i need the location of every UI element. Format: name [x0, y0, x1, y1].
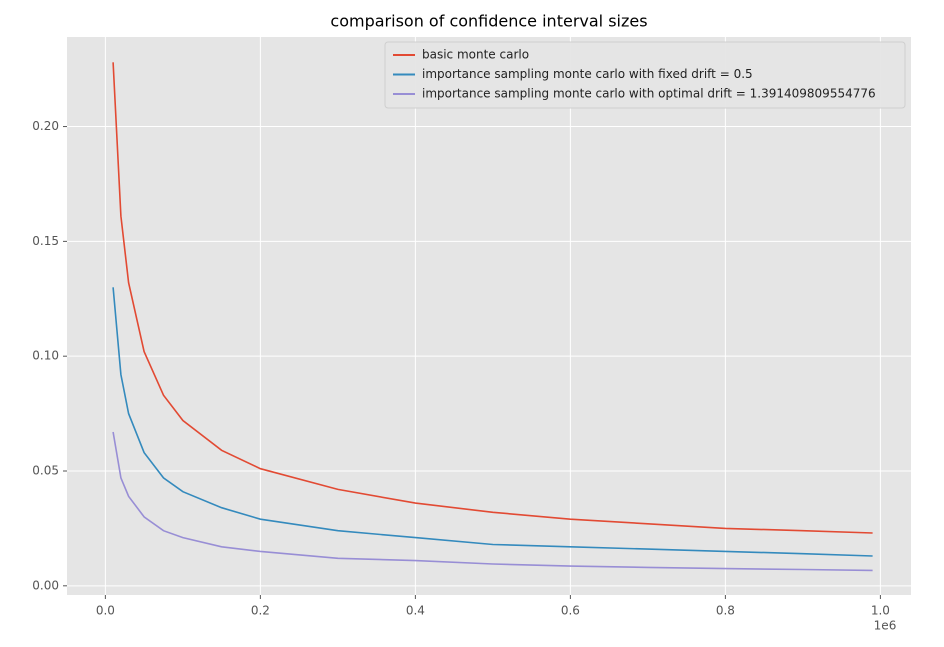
x-offset-label: 1e6 [874, 619, 897, 633]
line-series [112, 431, 873, 572]
x-tick-label: 1.0 [871, 604, 890, 618]
y-tick-label: 0.10 [32, 349, 59, 363]
chart-title: comparison of confidence interval sizes [330, 12, 647, 31]
y-tick-label: 0.05 [32, 464, 59, 478]
y-tick-label: 0.15 [32, 234, 59, 248]
legend-label: importance sampling monte carlo with fix… [422, 67, 753, 81]
y-tick-label: 0.00 [32, 578, 59, 592]
y-tick-label: 0.20 [32, 119, 59, 133]
x-tick-label: 0.2 [251, 604, 270, 618]
line-series [112, 62, 873, 534]
legend-label: basic monte carlo [422, 48, 529, 62]
x-tick-label: 0.4 [406, 604, 425, 618]
x-tick-label: 0.0 [96, 604, 115, 618]
legend-box [384, 41, 906, 109]
line-series [112, 287, 873, 557]
legend-label: importance sampling monte carlo with opt… [422, 87, 876, 101]
x-tick-label: 0.8 [716, 604, 735, 618]
x-tick-label: 0.6 [561, 604, 580, 618]
